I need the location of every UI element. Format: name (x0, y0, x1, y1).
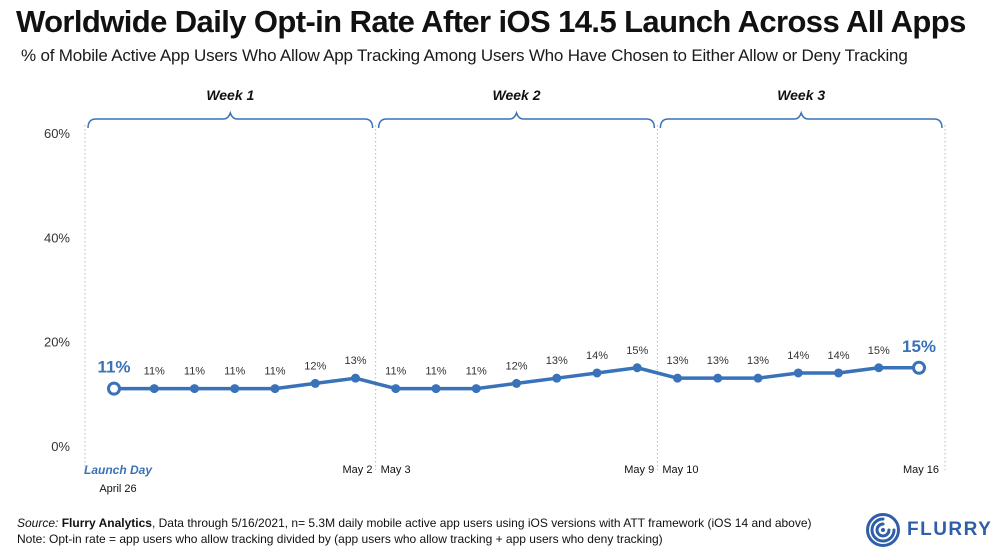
data-point (310, 378, 320, 388)
y-tick-label: 60% (44, 126, 70, 141)
data-point (912, 360, 926, 375)
source-name: Flurry Analytics (61, 516, 152, 530)
note-line: Note: Opt-in rate = app users who allow … (17, 532, 663, 546)
data-label: 14% (787, 350, 809, 362)
data-point (230, 384, 240, 394)
data-point (351, 373, 360, 383)
week-label: Week 1 (206, 87, 254, 103)
launch-day-annotation: Launch Day (84, 463, 153, 477)
x-tick-label: April 26 (99, 483, 136, 495)
data-label: 12% (304, 360, 326, 372)
x-tick-label: May 3 (381, 464, 411, 476)
x-tick-label: May 16 (903, 464, 939, 476)
data-label: 14% (827, 350, 849, 362)
data-label: 12% (505, 360, 527, 372)
data-point (552, 373, 562, 383)
data-label: 11% (425, 366, 446, 378)
data-label: 13% (707, 355, 729, 367)
x-tick-label: May 2 (343, 464, 373, 476)
source-details: , Data through 5/16/2021, n= 5.3M daily … (151, 516, 812, 530)
data-point (874, 363, 884, 373)
flurry-logo: FLURRY (866, 512, 992, 548)
data-point (190, 384, 199, 394)
week-brace (87, 110, 374, 129)
data-point (632, 363, 642, 373)
data-point (512, 378, 521, 388)
data-point (149, 384, 159, 394)
data-point (673, 373, 682, 383)
x-tick-label: May 9 (624, 464, 654, 476)
chart: 0% 20% 40% 60% Week 1 Week 2 Week 3 11% 11% 11% 11… (44, 87, 946, 495)
week-brace (377, 110, 656, 129)
data-label: 14% (586, 350, 608, 362)
data-label: 11% (264, 366, 285, 378)
logo-text: FLURRY (907, 519, 993, 540)
y-tick-label: 40% (44, 230, 70, 245)
data-point (834, 368, 843, 378)
data-label: 13% (747, 355, 769, 367)
x-tick-label: May 10 (662, 464, 698, 476)
data-label: 15% (902, 337, 936, 356)
data-point (391, 384, 401, 394)
data-point (270, 384, 280, 394)
data-label: 11% (224, 366, 245, 378)
data-point (793, 368, 803, 378)
data-point (431, 384, 441, 394)
data-label: 15% (626, 345, 648, 357)
source-label: Source: (17, 516, 59, 530)
footer: Source: Flurry Analytics, Data through 5… (17, 515, 812, 547)
chart-title: Worldwide Daily Opt-in Rate After iOS 14… (16, 4, 966, 39)
week-label: Week 3 (777, 87, 825, 103)
week-label: Week 2 (493, 87, 541, 103)
data-label: 15% (868, 345, 890, 357)
data-label: 11% (385, 366, 406, 378)
chart-subtitle: % of Mobile Active App Users Who Allow A… (21, 46, 908, 65)
data-label: 13% (344, 355, 366, 367)
week-brace (659, 110, 943, 129)
data-point (753, 373, 763, 383)
data-label: 11% (144, 366, 165, 378)
data-label: 13% (666, 355, 688, 367)
source-line: Source: Flurry Analytics, Data through 5… (17, 515, 812, 531)
data-label: 11% (97, 358, 130, 377)
data-point (713, 373, 723, 383)
data-label: 13% (546, 355, 568, 367)
data-label: 11% (466, 366, 487, 378)
data-point (107, 381, 121, 396)
data-point (592, 368, 602, 378)
data-point (471, 384, 481, 394)
y-tick-label: 0% (51, 439, 70, 454)
flurry-swirl-icon (866, 513, 900, 547)
y-tick-label: 20% (44, 335, 70, 350)
data-label: 11% (184, 366, 205, 378)
